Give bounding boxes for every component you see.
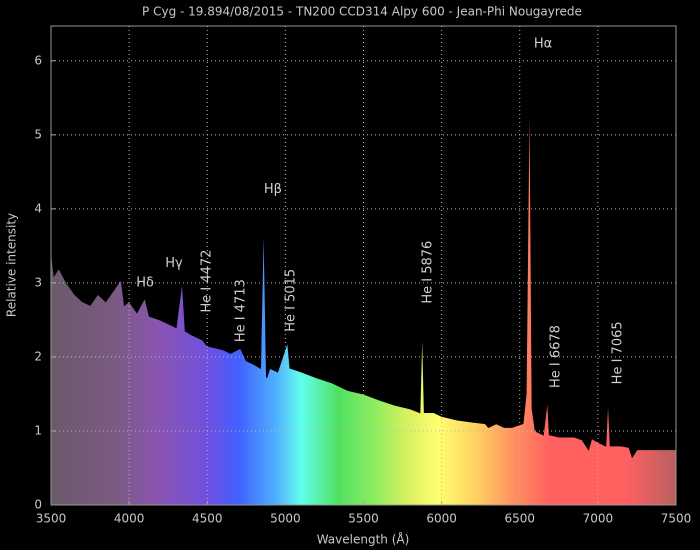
x-tick-label: 6500: [504, 512, 535, 526]
plot-frame: [50, 25, 677, 506]
y-tick-label: 2: [34, 349, 42, 363]
spectrum-line: [50, 49, 676, 459]
line-annotation: He I 4713: [234, 279, 249, 342]
y-tick-label: 1: [34, 423, 42, 437]
y-tick-label: 4: [34, 201, 42, 215]
line-annotation: He I 5015: [284, 269, 299, 332]
line-annotation: He I 4472: [199, 250, 214, 313]
y-axis-label: Relative intensity: [5, 213, 19, 317]
x-tick-label: 4500: [192, 512, 223, 526]
line-annotation: Hα: [534, 36, 552, 51]
line-annotation: Hβ: [264, 182, 282, 197]
chart-title: P Cyg - 19.894/08/2015 - TN200 CCD314 Al…: [142, 5, 582, 19]
spectrum-area: [51, 49, 676, 505]
line-annotation: He I 6678: [549, 325, 564, 388]
x-tick-label: 4000: [114, 512, 145, 526]
x-tick-label: 3500: [36, 512, 67, 526]
x-tick-label: 7000: [583, 512, 614, 526]
y-tick-label: 3: [34, 275, 42, 289]
x-tick-label: 6000: [426, 512, 457, 526]
y-tick-label: 5: [34, 127, 42, 141]
line-annotation: He I 7065: [611, 321, 626, 384]
line-annotation: Hδ: [136, 275, 154, 290]
y-tick-label: 0: [34, 498, 42, 512]
x-tick-label: 7500: [661, 512, 692, 526]
x-tick-label: 5500: [348, 512, 379, 526]
x-tick-label: 5000: [270, 512, 301, 526]
line-annotation: He I 5876: [421, 241, 436, 304]
y-tick-label: 6: [34, 53, 42, 67]
x-axis-label: Wavelength (Å): [317, 532, 410, 547]
line-annotation: Hγ: [165, 256, 183, 271]
